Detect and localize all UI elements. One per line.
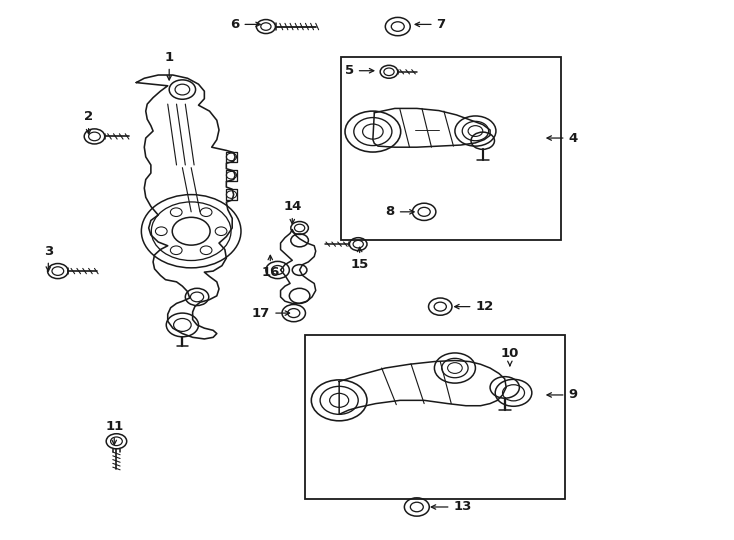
Text: 11: 11: [105, 420, 123, 444]
Text: 4: 4: [547, 132, 578, 145]
Text: 1: 1: [164, 51, 174, 80]
Text: 9: 9: [547, 388, 578, 401]
Bar: [341, 57, 561, 240]
Text: 10: 10: [501, 347, 519, 366]
Text: 2: 2: [84, 110, 93, 134]
Text: 7: 7: [415, 18, 446, 31]
Text: 12: 12: [454, 300, 494, 313]
Text: 13: 13: [432, 501, 472, 514]
Text: 14: 14: [283, 200, 302, 224]
Text: 15: 15: [351, 247, 368, 271]
Text: 17: 17: [252, 307, 290, 320]
Bar: [305, 335, 564, 499]
Text: 6: 6: [230, 18, 261, 31]
Text: 3: 3: [44, 245, 53, 271]
Text: 16: 16: [261, 255, 280, 279]
Text: 5: 5: [345, 64, 374, 77]
Text: 8: 8: [385, 205, 414, 218]
